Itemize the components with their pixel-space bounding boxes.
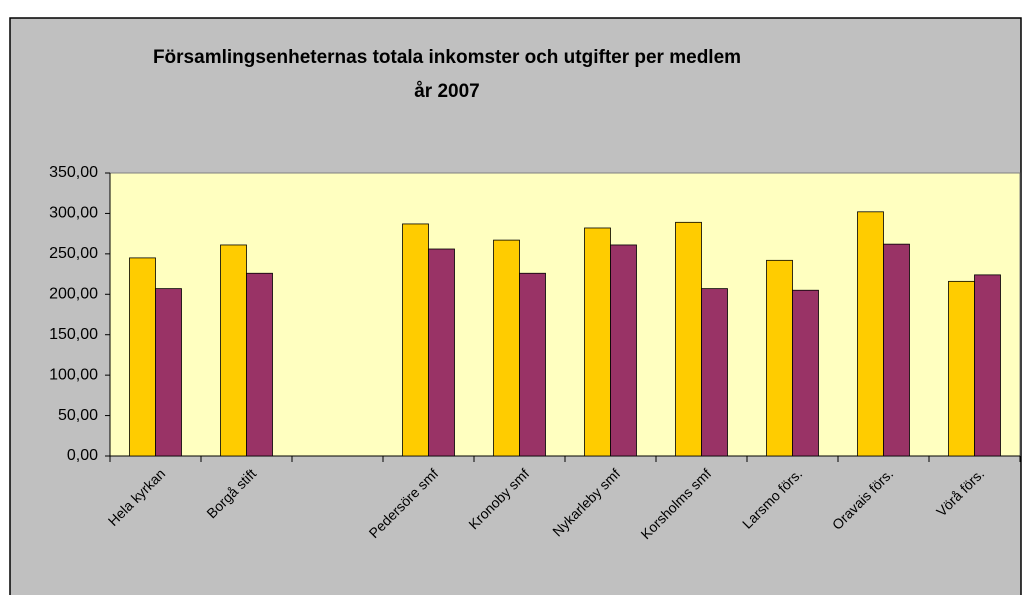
bar [792,289,819,457]
bar [493,239,520,457]
bar [883,243,910,457]
bar [155,288,182,457]
chart-title: år 2007 [414,81,480,102]
bar [701,288,728,457]
bar [519,272,546,457]
y-tick-label: 350,00 [49,164,98,181]
bar [974,274,1001,457]
bar [948,280,975,457]
bar [610,244,637,457]
y-tick-label: 50,00 [58,407,98,424]
y-tick-label: 300,00 [49,205,98,222]
y-tick-label: 100,00 [49,366,98,383]
bar [428,248,455,457]
bar [675,221,702,457]
bar [857,211,884,457]
chart-title: Församlingsenheternas totala inkomster o… [153,47,741,68]
y-tick-label: 150,00 [49,326,98,343]
y-tick-label: 250,00 [49,245,98,262]
bar [129,257,156,457]
bar [246,272,273,457]
y-tick-label: 0,00 [67,447,98,464]
bar [402,223,429,457]
bar [220,244,247,457]
bar [766,259,793,457]
y-tick-label: 200,00 [49,286,98,303]
bar [584,227,611,457]
